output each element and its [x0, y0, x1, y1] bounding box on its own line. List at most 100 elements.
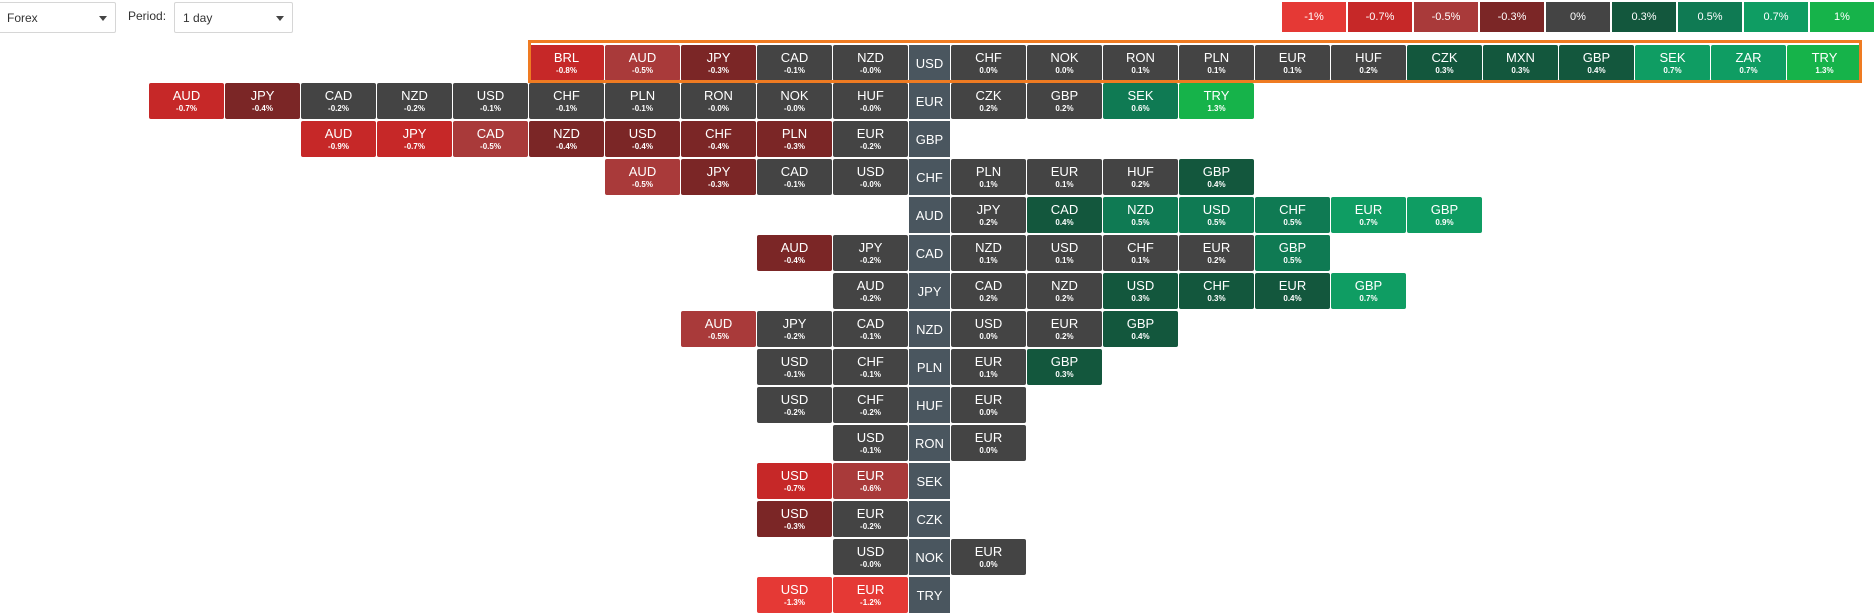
pair-cell-usd-mxn[interactable]: MXN 0.3%: [1483, 45, 1558, 81]
base-currency-pln[interactable]: PLN: [909, 349, 950, 385]
period-dropdown[interactable]: 1 day: [174, 2, 293, 33]
pair-cell-jpy-cad[interactable]: CAD 0.2%: [951, 273, 1026, 309]
pair-cell-cad-usd[interactable]: USD 0.1%: [1027, 235, 1102, 271]
pair-cell-eur-gbp[interactable]: GBP 0.2%: [1027, 83, 1102, 119]
pair-cell-nok-eur[interactable]: EUR 0.0%: [951, 539, 1026, 575]
pair-cell-ron-usd[interactable]: USD -0.1%: [833, 425, 908, 461]
pair-cell-chf-aud[interactable]: AUD -0.5%: [605, 159, 680, 195]
pair-cell-huf-usd[interactable]: USD -0.2%: [757, 387, 832, 423]
pair-cell-eur-nzd[interactable]: NZD -0.2%: [377, 83, 452, 119]
pair-cell-cad-aud[interactable]: AUD -0.4%: [757, 235, 832, 271]
pair-cell-eur-cad[interactable]: CAD -0.2%: [301, 83, 376, 119]
pair-cell-nzd-eur[interactable]: EUR 0.2%: [1027, 311, 1102, 347]
pair-cell-eur-aud[interactable]: AUD -0.7%: [149, 83, 224, 119]
pair-cell-nzd-cad[interactable]: CAD -0.1%: [833, 311, 908, 347]
pair-cell-chf-pln[interactable]: PLN 0.1%: [951, 159, 1026, 195]
pair-cell-cad-chf[interactable]: CHF 0.1%: [1103, 235, 1178, 271]
base-currency-eur[interactable]: EUR: [909, 83, 950, 119]
pair-cell-cad-jpy[interactable]: JPY -0.2%: [833, 235, 908, 271]
pair-cell-sek-eur[interactable]: EUR -0.6%: [833, 463, 908, 499]
pair-cell-usd-czk[interactable]: CZK 0.3%: [1407, 45, 1482, 81]
pair-cell-czk-usd[interactable]: USD -0.3%: [757, 501, 832, 537]
base-currency-try[interactable]: TRY: [909, 577, 950, 613]
pair-cell-eur-jpy[interactable]: JPY -0.4%: [225, 83, 300, 119]
pair-cell-gbp-aud[interactable]: AUD -0.9%: [301, 121, 376, 157]
pair-cell-eur-try[interactable]: TRY 1.3%: [1179, 83, 1254, 119]
pair-cell-gbp-chf[interactable]: CHF -0.4%: [681, 121, 756, 157]
pair-cell-chf-huf[interactable]: HUF 0.2%: [1103, 159, 1178, 195]
pair-cell-aud-usd[interactable]: USD 0.5%: [1179, 197, 1254, 233]
pair-cell-chf-usd[interactable]: USD -0.0%: [833, 159, 908, 195]
pair-cell-eur-chf[interactable]: CHF -0.1%: [529, 83, 604, 119]
base-currency-chf[interactable]: CHF: [909, 159, 950, 195]
base-currency-gbp[interactable]: GBP: [909, 121, 950, 157]
pair-cell-ron-eur[interactable]: EUR 0.0%: [951, 425, 1026, 461]
pair-cell-sek-usd[interactable]: USD -0.7%: [757, 463, 832, 499]
base-currency-nok[interactable]: NOK: [909, 539, 950, 575]
base-currency-usd[interactable]: USD: [909, 45, 950, 81]
pair-cell-eur-nok[interactable]: NOK -0.0%: [757, 83, 832, 119]
pair-cell-gbp-pln[interactable]: PLN -0.3%: [757, 121, 832, 157]
pair-cell-usd-zar[interactable]: ZAR 0.7%: [1711, 45, 1786, 81]
pair-cell-try-usd[interactable]: USD -1.3%: [757, 577, 832, 613]
pair-cell-aud-chf[interactable]: CHF 0.5%: [1255, 197, 1330, 233]
pair-cell-jpy-usd[interactable]: USD 0.3%: [1103, 273, 1178, 309]
pair-cell-aud-gbp[interactable]: GBP 0.9%: [1407, 197, 1482, 233]
pair-cell-usd-try[interactable]: TRY 1.3%: [1787, 45, 1862, 81]
pair-cell-nzd-usd[interactable]: USD 0.0%: [951, 311, 1026, 347]
base-currency-ron[interactable]: RON: [909, 425, 950, 461]
pair-cell-usd-jpy[interactable]: JPY -0.3%: [681, 45, 756, 81]
base-currency-sek[interactable]: SEK: [909, 463, 950, 499]
pair-cell-nzd-gbp[interactable]: GBP 0.4%: [1103, 311, 1178, 347]
base-currency-czk[interactable]: CZK: [909, 501, 950, 537]
pair-cell-usd-ron[interactable]: RON 0.1%: [1103, 45, 1178, 81]
pair-cell-jpy-chf[interactable]: CHF 0.3%: [1179, 273, 1254, 309]
pair-cell-nok-usd[interactable]: USD -0.0%: [833, 539, 908, 575]
pair-cell-usd-gbp[interactable]: GBP 0.4%: [1559, 45, 1634, 81]
pair-cell-cad-nzd[interactable]: NZD 0.1%: [951, 235, 1026, 271]
pair-cell-gbp-jpy[interactable]: JPY -0.7%: [377, 121, 452, 157]
pair-cell-czk-eur[interactable]: EUR -0.2%: [833, 501, 908, 537]
base-currency-jpy[interactable]: JPY: [909, 273, 950, 309]
pair-cell-aud-jpy[interactable]: JPY 0.2%: [951, 197, 1026, 233]
pair-cell-cad-eur[interactable]: EUR 0.2%: [1179, 235, 1254, 271]
pair-cell-gbp-eur[interactable]: EUR -0.2%: [833, 121, 908, 157]
base-currency-aud[interactable]: AUD: [909, 197, 950, 233]
pair-cell-huf-eur[interactable]: EUR 0.0%: [951, 387, 1026, 423]
pair-cell-pln-eur[interactable]: EUR 0.1%: [951, 349, 1026, 385]
pair-cell-aud-nzd[interactable]: NZD 0.5%: [1103, 197, 1178, 233]
market-dropdown[interactable]: Forex: [0, 2, 116, 33]
pair-cell-usd-brl[interactable]: BRL -0.8%: [529, 45, 604, 81]
pair-cell-eur-huf[interactable]: HUF -0.0%: [833, 83, 908, 119]
pair-cell-pln-usd[interactable]: USD -0.1%: [757, 349, 832, 385]
pair-cell-usd-aud[interactable]: AUD -0.5%: [605, 45, 680, 81]
pair-cell-usd-nzd[interactable]: NZD -0.0%: [833, 45, 908, 81]
pair-cell-jpy-gbp[interactable]: GBP 0.7%: [1331, 273, 1406, 309]
pair-cell-usd-chf[interactable]: CHF 0.0%: [951, 45, 1026, 81]
pair-cell-eur-usd[interactable]: USD -0.1%: [453, 83, 528, 119]
pair-cell-jpy-nzd[interactable]: NZD 0.2%: [1027, 273, 1102, 309]
pair-cell-chf-gbp[interactable]: GBP 0.4%: [1179, 159, 1254, 195]
pair-cell-usd-pln[interactable]: PLN 0.1%: [1179, 45, 1254, 81]
pair-cell-chf-jpy[interactable]: JPY -0.3%: [681, 159, 756, 195]
base-currency-cad[interactable]: CAD: [909, 235, 950, 271]
pair-cell-aud-eur[interactable]: EUR 0.7%: [1331, 197, 1406, 233]
pair-cell-usd-huf[interactable]: HUF 0.2%: [1331, 45, 1406, 81]
pair-cell-chf-cad[interactable]: CAD -0.1%: [757, 159, 832, 195]
pair-cell-nzd-aud[interactable]: AUD -0.5%: [681, 311, 756, 347]
pair-cell-usd-cad[interactable]: CAD -0.1%: [757, 45, 832, 81]
pair-cell-jpy-eur[interactable]: EUR 0.4%: [1255, 273, 1330, 309]
pair-cell-try-eur[interactable]: EUR -1.2%: [833, 577, 908, 613]
pair-cell-gbp-cad[interactable]: CAD -0.5%: [453, 121, 528, 157]
pair-cell-cad-gbp[interactable]: GBP 0.5%: [1255, 235, 1330, 271]
pair-cell-huf-chf[interactable]: CHF -0.2%: [833, 387, 908, 423]
pair-cell-usd-eur[interactable]: EUR 0.1%: [1255, 45, 1330, 81]
pair-cell-jpy-aud[interactable]: AUD -0.2%: [833, 273, 908, 309]
pair-cell-gbp-nzd[interactable]: NZD -0.4%: [529, 121, 604, 157]
pair-cell-eur-ron[interactable]: RON -0.0%: [681, 83, 756, 119]
pair-cell-pln-chf[interactable]: CHF -0.1%: [833, 349, 908, 385]
pair-cell-usd-nok[interactable]: NOK 0.0%: [1027, 45, 1102, 81]
pair-cell-gbp-usd[interactable]: USD -0.4%: [605, 121, 680, 157]
pair-cell-eur-sek[interactable]: SEK 0.6%: [1103, 83, 1178, 119]
base-currency-nzd[interactable]: NZD: [909, 311, 950, 347]
